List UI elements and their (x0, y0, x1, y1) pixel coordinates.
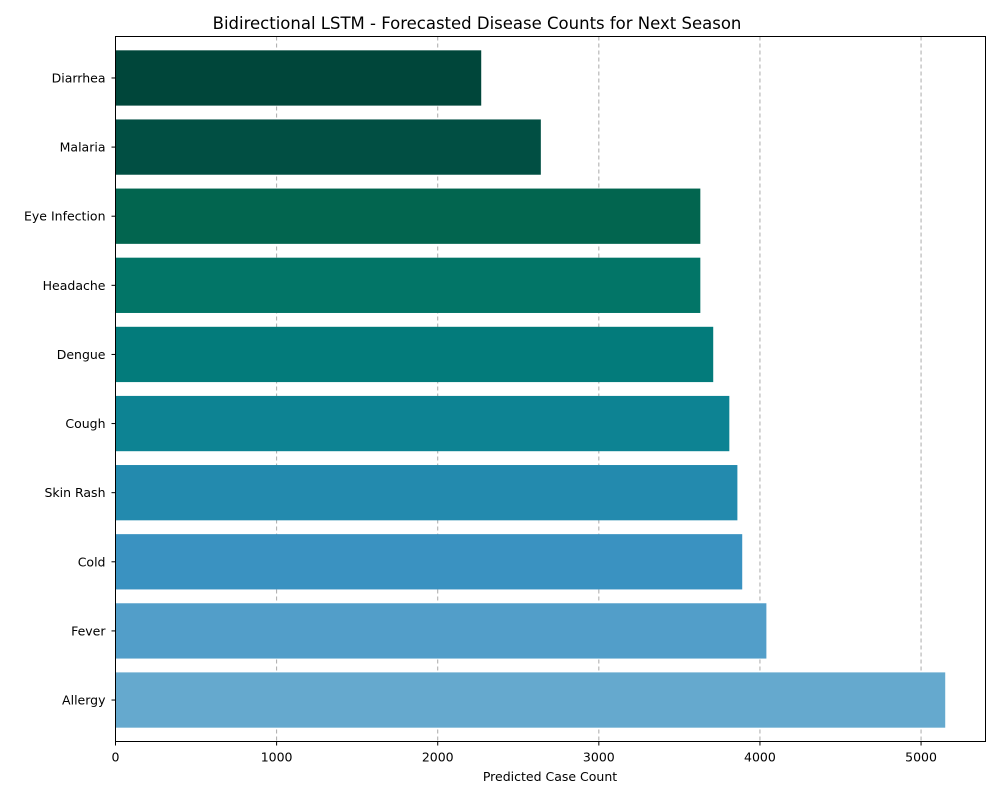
y-tick-label: Skin Rash (44, 485, 105, 500)
y-tick-label: Cold (78, 554, 106, 569)
x-tick-label: 4000 (744, 750, 776, 765)
plot-frame (115, 36, 986, 742)
bar-diarrhea (115, 50, 482, 106)
x-axis-ticks: 0 1000 2000 3000 4000 5000 (112, 741, 937, 765)
y-tick-label: Malaria (60, 140, 106, 155)
y-tick-label: Fever (71, 623, 106, 638)
y-tick-label: Allergy (62, 693, 106, 708)
x-tick-label: 0 (112, 750, 120, 765)
y-tick-label: Headache (43, 278, 106, 293)
y-axis-ticks: Diarrhea Malaria Eye Infection Headache Deng… (24, 70, 116, 708)
grid-lines (276, 36, 922, 742)
x-tick-label: 5000 (905, 750, 937, 765)
bar-cold (115, 534, 743, 590)
bar-eye-infection (115, 188, 701, 244)
y-tick-label: Eye Infection (24, 209, 105, 224)
bar-malaria (115, 119, 541, 175)
y-tick-label: Cough (65, 416, 105, 431)
x-tick-label: 3000 (583, 750, 615, 765)
bar-dengue (115, 326, 714, 383)
x-tick-label: 1000 (261, 750, 293, 765)
x-axis-label: Predicted Case Count (483, 769, 617, 784)
bar-fever (115, 603, 767, 659)
y-tick-label: Diarrhea (52, 70, 106, 85)
bar-skin-rash (115, 465, 738, 521)
x-tick-label: 2000 (422, 750, 454, 765)
bars (115, 50, 946, 728)
bar-cough (115, 395, 730, 452)
chart-title: Bidirectional LSTM - Forecasted Disease … (213, 14, 742, 33)
bar-allergy (115, 672, 946, 728)
bar-headache (115, 257, 701, 313)
y-tick-label: Dengue (57, 347, 106, 362)
